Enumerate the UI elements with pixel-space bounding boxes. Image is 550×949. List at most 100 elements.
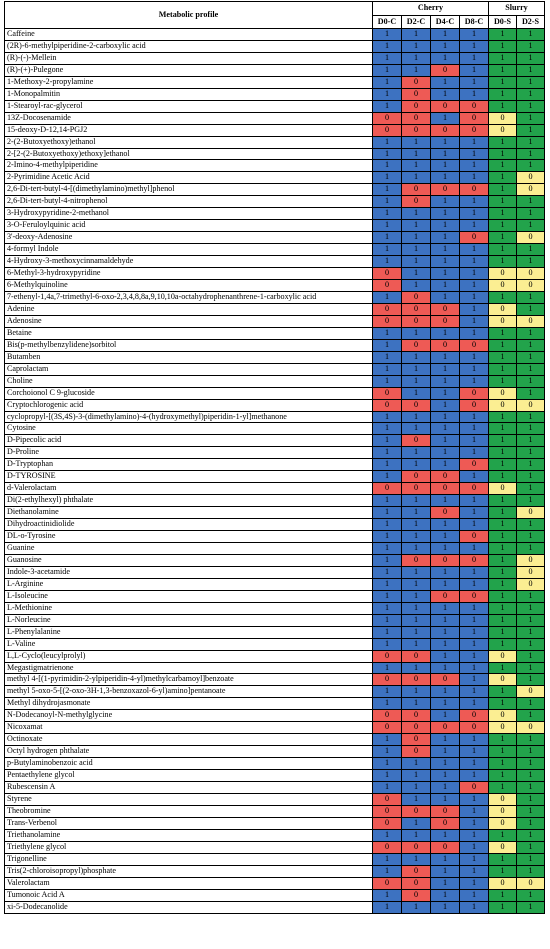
presence-cell-d0-c: 0 [372, 876, 402, 890]
presence-cell-d2-s: 1 [516, 494, 545, 508]
table-row: D-Pipecolic acid 1 0 1 1 1 1 [4, 434, 545, 448]
table-row: xi-5-Dodecanolide 1 1 1 1 1 1 [4, 900, 545, 914]
presence-cell-d2-c: 1 [401, 793, 431, 806]
presence-cell-d2-s: 1 [516, 757, 545, 771]
presence-cell-d0-s: 0 [488, 649, 517, 663]
presence-cell-d2-s: 1 [516, 99, 545, 113]
presence-cell-d0-c: 1 [372, 518, 402, 532]
presence-cell-d0-s: 1 [488, 159, 517, 173]
presence-cell-d2-s: 1 [516, 302, 545, 316]
presence-cell-d0-s: 1 [488, 470, 517, 484]
metabolite-name-cell: 3-Hydroxypyridine-2-methanol [4, 207, 373, 221]
presence-cell-d8-c: 1 [459, 219, 489, 233]
presence-cell-d0-c: 0 [372, 482, 402, 496]
metabolite-name-cell: methyl 5-oxo-5-[(2-oxo-3H-1,3-benzoxazol… [4, 685, 373, 699]
presence-cell-d4-c: 1 [430, 326, 460, 340]
table-row: 2-Imino-4-methylpiperidine 1 1 1 1 1 1 [4, 159, 545, 173]
presence-cell-d2-s: 1 [516, 816, 545, 830]
presence-cell-d0-c: 1 [372, 661, 402, 675]
table-row: Bis(p-methylbenzylidene)sorbitol 1 0 0 0 1 1 [4, 338, 545, 352]
presence-cell-d0-s: 1 [488, 613, 517, 627]
presence-cell-d2-c: 0 [401, 888, 431, 902]
presence-cell-d2-s: 1 [516, 530, 545, 543]
presence-cell-d0-c: 1 [372, 147, 402, 161]
presence-cell-d8-c: 1 [459, 685, 489, 699]
presence-cell-d8-c: 1 [459, 673, 489, 687]
presence-cell-d0-c: 0 [372, 123, 402, 137]
presence-cell-d0-c: 1 [372, 350, 402, 364]
table-row: 4-formyl Indole 1 1 1 1 1 1 [4, 243, 545, 257]
presence-cell-d0-s: 1 [488, 374, 517, 388]
presence-cell-d4-c: 1 [430, 769, 460, 783]
metabolite-name-cell: Bis(p-methylbenzylidene)sorbitol [4, 338, 373, 352]
presence-cell-d2-s: 1 [516, 697, 545, 711]
presence-cell-d2-s: 1 [516, 733, 545, 747]
presence-cell-d0-s: 1 [488, 494, 517, 508]
presence-cell-d0-c: 0 [372, 279, 402, 292]
presence-cell-d8-c: 1 [459, 506, 489, 520]
presence-cell-d0-s: 1 [488, 685, 517, 699]
presence-cell-d2-c: 1 [401, 207, 431, 221]
presence-cell-d2-c: 1 [401, 422, 431, 436]
cherry-group-header: Cherry [372, 1, 489, 16]
presence-cell-d4-c: 1 [430, 219, 460, 233]
table-row: 3-Hydroxypyridine-2-methanol 1 1 1 1 1 1 [4, 207, 545, 221]
presence-cell-d2-s: 0 [516, 721, 545, 735]
table-row: Pentaethylene glycol 1 1 1 1 1 1 [4, 769, 545, 783]
presence-cell-d2-c: 0 [401, 840, 431, 854]
presence-cell-d2-s: 0 [516, 279, 545, 292]
presence-cell-d0-s: 0 [488, 398, 517, 412]
presence-cell-d8-c: 0 [459, 458, 489, 472]
presence-cell-d8-c: 1 [459, 876, 489, 890]
presence-cell-d2-c: 1 [401, 506, 431, 520]
presence-cell-d2-s: 1 [516, 434, 545, 448]
metabolite-name-cell: p-Butylaminobenzoic acid [4, 757, 373, 771]
metabolite-name-cell: Trigonelline [4, 852, 373, 866]
presence-cell-d0-s: 1 [488, 888, 517, 902]
table-row: Indole-3-acetamide 1 1 1 1 1 0 [4, 565, 545, 579]
presence-cell-d0-c: 1 [372, 852, 402, 866]
presence-cell-d0-s: 1 [488, 781, 517, 794]
table-row: L-Methionine 1 1 1 1 1 1 [4, 601, 545, 615]
presence-cell-d0-s: 0 [488, 709, 517, 723]
column-header-d4-c: D4-C [430, 14, 460, 29]
presence-cell-d0-c: 1 [372, 434, 402, 448]
presence-cell-d2-c: 0 [401, 553, 431, 567]
presence-cell-d0-c: 1 [372, 900, 402, 914]
table-row: L-Isoleucine 1 1 0 0 1 1 [4, 589, 545, 603]
presence-cell-d0-c: 0 [372, 267, 402, 281]
metabolite-name-cell: Tumonoic Acid A [4, 888, 373, 902]
metabolic-profile-table: Metabolic profile Cherry Slurry D0-C D2-… [4, 1, 545, 914]
presence-cell-d0-s: 1 [488, 601, 517, 615]
presence-cell-d8-c: 1 [459, 446, 489, 460]
presence-cell-d2-c: 0 [401, 123, 431, 137]
presence-cell-d2-s: 1 [516, 362, 545, 376]
presence-cell-d0-s: 1 [488, 350, 517, 364]
presence-cell-d0-c: 1 [372, 625, 402, 639]
presence-cell-d8-c: 1 [459, 637, 489, 651]
presence-cell-d4-c: 1 [430, 888, 460, 902]
table-row: N-Dodecanoyl-N-methylglycine 0 0 1 0 0 1 [4, 709, 545, 723]
presence-cell-d0-c: 1 [372, 864, 402, 878]
table-row: 6-Methylquinoline 0 1 1 1 0 0 [4, 279, 545, 292]
presence-cell-d4-c: 0 [430, 99, 460, 113]
presence-cell-d0-s: 1 [488, 135, 517, 149]
table-row: Methyl dihydrojasmonate 1 1 1 1 1 1 [4, 697, 545, 711]
table-row: Diethanolamine 1 1 0 1 1 0 [4, 506, 545, 520]
presence-cell-d2-c: 1 [401, 577, 431, 591]
presence-cell-d2-s: 1 [516, 649, 545, 663]
presence-cell-d2-c: 1 [401, 601, 431, 615]
presence-cell-d2-s: 1 [516, 900, 545, 914]
presence-cell-d8-c: 1 [459, 255, 489, 269]
presence-cell-d2-c: 0 [401, 87, 431, 101]
presence-cell-d8-c: 1 [459, 362, 489, 376]
presence-cell-d0-s: 1 [488, 900, 517, 914]
metabolite-name-cell: 15-deoxy-D-12,14-PGJ2 [4, 123, 373, 137]
presence-cell-d4-c: 1 [430, 279, 460, 292]
presence-cell-d0-c: 0 [372, 709, 402, 723]
presence-cell-d0-c: 1 [372, 553, 402, 567]
presence-cell-d0-c: 1 [372, 290, 402, 304]
presence-cell-d0-s: 1 [488, 589, 517, 603]
presence-cell-d0-s: 1 [488, 51, 517, 65]
table-row: Guanosine 1 0 0 0 1 0 [4, 553, 545, 567]
